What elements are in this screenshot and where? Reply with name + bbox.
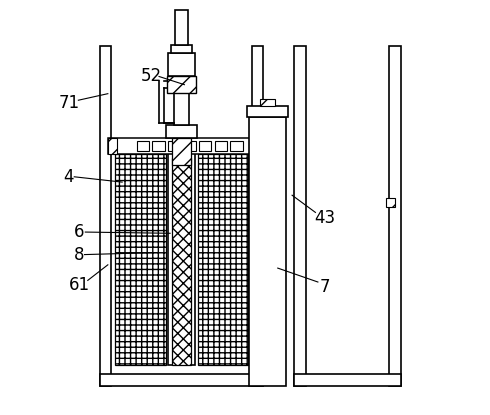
Bar [252,46,264,386]
Text: 8: 8 [74,246,84,264]
Bar [137,141,149,151]
Text: 7: 7 [319,278,330,296]
Bar [174,46,189,125]
Bar [108,138,255,154]
Bar [99,374,264,386]
Bar [294,46,306,386]
Bar [260,99,275,106]
Bar [168,53,195,76]
Bar [115,154,166,365]
Bar [175,10,188,45]
Bar [172,138,192,164]
Text: 43: 43 [314,209,335,227]
Text: 4: 4 [64,168,74,186]
Bar [249,117,286,386]
Bar [294,374,401,386]
Bar [166,125,197,138]
Bar [167,76,196,93]
Bar [152,141,165,151]
Bar [387,198,395,208]
Bar [199,141,211,151]
Text: 61: 61 [69,276,90,294]
Bar [168,141,180,151]
Text: 52: 52 [140,68,161,85]
Bar [230,141,243,151]
Bar [215,141,227,151]
Text: 6: 6 [74,223,84,241]
Bar [247,106,288,117]
Bar [197,154,248,365]
Bar [184,141,196,151]
Text: 71: 71 [58,94,79,112]
Bar [168,144,196,365]
Bar [389,46,401,386]
Bar [172,45,192,53]
Bar [172,159,191,365]
Bar [108,138,117,154]
Bar [99,46,111,386]
